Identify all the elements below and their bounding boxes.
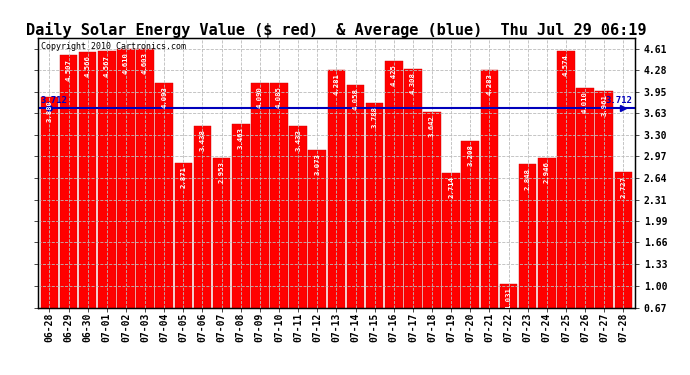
Bar [366, 103, 384, 351]
Text: 2.848: 2.848 [524, 168, 531, 190]
Text: 4.574: 4.574 [563, 54, 569, 76]
Text: 4.058: 4.058 [353, 88, 359, 110]
Bar [194, 126, 211, 351]
Bar [423, 112, 441, 351]
Bar [595, 91, 613, 351]
Bar [175, 163, 192, 351]
Bar [270, 83, 288, 351]
Bar [308, 150, 326, 351]
Text: 4.507: 4.507 [66, 59, 72, 81]
Text: 2.727: 2.727 [620, 176, 627, 198]
Text: 3.073: 3.073 [314, 153, 320, 175]
Text: 4.603: 4.603 [142, 53, 148, 74]
Text: 4.085: 4.085 [276, 87, 282, 108]
Bar [462, 141, 479, 351]
Text: Daily Solar Energy Value ($ red)  & Average (blue)  Thu Jul 29 06:19: Daily Solar Energy Value ($ red) & Avera… [26, 21, 647, 38]
Bar [519, 164, 536, 351]
Text: 2.714: 2.714 [448, 177, 454, 198]
Text: 3.438: 3.438 [199, 129, 206, 151]
Bar [500, 284, 518, 351]
Bar [289, 126, 307, 351]
Text: 4.010: 4.010 [582, 92, 588, 113]
Bar [346, 85, 364, 351]
Text: 3.642: 3.642 [429, 116, 435, 137]
Text: 2.953: 2.953 [219, 161, 225, 183]
Text: Copyright 2010 Cartronics.com: Copyright 2010 Cartronics.com [41, 42, 186, 51]
Text: 4.093: 4.093 [161, 86, 167, 108]
Bar [213, 158, 230, 351]
Bar [404, 69, 422, 351]
Text: 4.281: 4.281 [333, 74, 339, 96]
Text: 2.871: 2.871 [180, 166, 186, 188]
Bar [615, 172, 632, 351]
Text: 4.566: 4.566 [85, 55, 90, 77]
Bar [251, 83, 268, 351]
Text: 1.031: 1.031 [506, 287, 511, 309]
Bar [538, 158, 555, 351]
Text: 3.712: 3.712 [41, 96, 68, 105]
Text: 3.961: 3.961 [601, 94, 607, 117]
Text: 3.433: 3.433 [295, 129, 301, 151]
Bar [79, 51, 97, 351]
Text: 4.425: 4.425 [391, 64, 397, 86]
Bar [137, 49, 154, 351]
Text: 3.712: 3.712 [605, 96, 632, 105]
Bar [117, 49, 135, 351]
Text: 4.308: 4.308 [410, 72, 416, 94]
Bar [232, 124, 250, 351]
Bar [481, 70, 498, 351]
Text: 4.567: 4.567 [104, 55, 110, 76]
Bar [442, 173, 460, 351]
Bar [385, 61, 402, 351]
Text: 3.788: 3.788 [372, 106, 377, 128]
Bar [60, 56, 77, 351]
Bar [576, 88, 594, 351]
Bar [557, 51, 575, 351]
Bar [98, 51, 116, 351]
Bar [328, 70, 345, 351]
Text: 4.610: 4.610 [123, 52, 129, 74]
Text: 3.208: 3.208 [467, 144, 473, 166]
Text: 3.880: 3.880 [46, 100, 52, 122]
Text: 3.463: 3.463 [238, 127, 244, 149]
Text: 2.946: 2.946 [544, 161, 550, 183]
Bar [41, 97, 58, 351]
Text: 4.090: 4.090 [257, 86, 263, 108]
Text: 4.283: 4.283 [486, 74, 493, 95]
Bar [155, 82, 173, 351]
